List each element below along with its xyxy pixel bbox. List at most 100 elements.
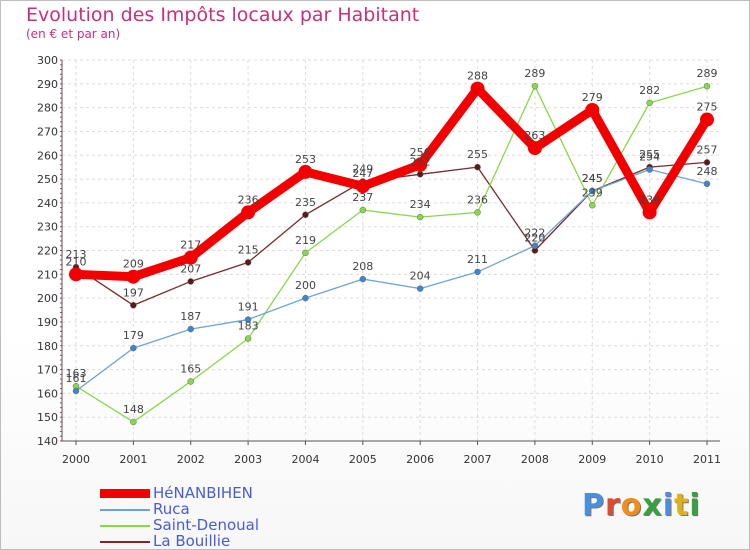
data-label-ruca: 245 [582, 172, 603, 185]
legend-swatch [100, 509, 150, 511]
data-label-ruca: 248 [697, 165, 718, 178]
logo-letter: o [620, 488, 643, 523]
legend-item-saint-denoual: Saint-Denoual [100, 516, 300, 534]
data-label-saint-denoual: 219 [295, 234, 316, 247]
y-tick-label: 170 [37, 364, 58, 377]
data-label-saint-denoual: 148 [123, 403, 144, 416]
legend-item-la-bouillie: La Bouillie [100, 532, 300, 550]
series-layer [69, 81, 714, 426]
data-label-saint-denoual: 234 [410, 198, 431, 211]
data-label-saint-denoual: 289 [697, 67, 718, 80]
data-label-la-bouillie: 257 [697, 143, 718, 156]
data-label-h-nanbihen: 288 [467, 70, 488, 83]
data-label-la-bouillie: 252 [410, 155, 431, 168]
x-tick-label: 2011 [693, 453, 721, 466]
y-tick-label: 300 [37, 54, 58, 67]
data-label-saint-denoual: 236 [467, 193, 488, 206]
y-tick-label: 160 [37, 387, 58, 400]
series-line-ruca [75, 168, 708, 392]
data-point-saint-denoual [187, 378, 194, 385]
data-point-saint-denoual [589, 202, 596, 209]
data-point-ruca [130, 344, 137, 352]
data-label-ruca: 187 [180, 310, 201, 323]
data-point-ruca [416, 285, 424, 292]
series-line-saint-denoual [75, 85, 708, 423]
data-point-ruca [703, 180, 711, 188]
x-tick-label: 2008 [521, 453, 549, 466]
data-label-la-bouillie: 207 [180, 262, 201, 275]
data-label-la-bouillie: 249 [352, 162, 373, 175]
y-tick-label: 280 [37, 102, 58, 115]
legend-item-ruca: Ruca [100, 500, 300, 518]
data-point-la-bouillie [130, 302, 137, 309]
y-tick-label: 180 [37, 340, 58, 353]
data-point-saint-denoual [703, 82, 711, 90]
legend-label: Saint-Denoual [153, 516, 260, 534]
data-label-h-nanbihen: 247 [352, 167, 373, 180]
data-label-la-bouillie: 197 [123, 286, 144, 299]
data-point-h-nanbihen [585, 103, 600, 118]
axes: 140 150 160 170 180 190 200 210 220 230 240 250 260 2… [37, 54, 721, 466]
data-label-la-bouillie: 245 [582, 172, 603, 185]
legend-label: Ruca [153, 500, 190, 518]
data-label-h-nanbihen: 210 [66, 255, 87, 268]
data-point-h-nanbihen [241, 205, 256, 220]
x-tick-label: 2001 [119, 453, 147, 466]
y-tick-label: 210 [37, 268, 58, 281]
data-point-saint-denoual [531, 82, 539, 90]
data-point-h-nanbihen [298, 164, 313, 179]
data-label-ruca: 179 [123, 329, 144, 342]
x-tick-label: 2010 [636, 453, 664, 466]
data-point-ruca [302, 294, 309, 302]
data-point-ruca [531, 242, 539, 249]
data-point-h-nanbihen [642, 205, 657, 220]
y-tick-label: 290 [37, 78, 58, 91]
data-label-la-bouillie: 213 [66, 248, 87, 261]
logo-letter: i [662, 488, 675, 523]
data-point-saint-denoual [416, 213, 424, 221]
y-tick-label: 190 [37, 316, 58, 329]
data-point-la-bouillie [703, 159, 711, 166]
data-label-h-nanbihen: 209 [123, 258, 144, 271]
data-label-la-bouillie: 220 [524, 232, 545, 245]
data-point-ruca [646, 166, 653, 173]
data-label-ruca: 208 [352, 260, 373, 273]
y-tick-label: 230 [37, 221, 58, 234]
legend-item-h-nanbihen: HéNANBIHEN [100, 484, 300, 502]
x-tick-label: 2009 [578, 453, 606, 466]
data-label-h-nanbihen: 236 [639, 193, 660, 206]
data-point-la-bouillie [187, 278, 194, 285]
data-label-la-bouillie: 235 [295, 196, 316, 209]
chart-subtitle: (en € et par an) [26, 27, 121, 41]
y-tick-label: 260 [37, 149, 58, 162]
data-label-ruca: 191 [238, 301, 259, 314]
legend-swatch [100, 525, 150, 527]
legend-swatch [100, 489, 150, 498]
data-label-h-nanbihen: 236 [238, 193, 259, 206]
data-label-ruca: 204 [410, 270, 431, 283]
x-tick-label: 2002 [177, 453, 205, 466]
data-point-h-nanbihen [413, 157, 428, 172]
y-tick-label: 240 [37, 197, 58, 210]
data-label-ruca: 211 [467, 253, 488, 266]
data-point-la-bouillie [416, 171, 424, 178]
data-label-h-nanbihen: 263 [524, 129, 545, 142]
y-tick-label: 200 [37, 292, 58, 305]
data-label-saint-denoual: 289 [524, 67, 545, 80]
data-point-saint-denoual [474, 209, 481, 216]
series-line-h-nanbihen [75, 84, 711, 282]
grid [62, 59, 720, 442]
proxiti-logo: Proxiti [582, 488, 701, 523]
legend: HéNANBIHEN Ruca Saint-Denoual La Bouillie [100, 484, 300, 550]
data-label-h-nanbihen: 275 [697, 101, 718, 114]
x-tick-label: 2006 [406, 453, 434, 466]
data-label-saint-denoual: 183 [238, 320, 259, 333]
data-label-ruca: 161 [66, 372, 87, 385]
data-label-la-bouillie: 255 [639, 148, 660, 161]
chart-title: Evolution des Impôts locaux par Habitant [26, 4, 420, 26]
y-tick-label: 140 [37, 435, 58, 448]
data-point-h-nanbihen [183, 250, 198, 265]
x-tick-label: 2003 [234, 453, 262, 466]
legend-swatch [100, 541, 150, 543]
